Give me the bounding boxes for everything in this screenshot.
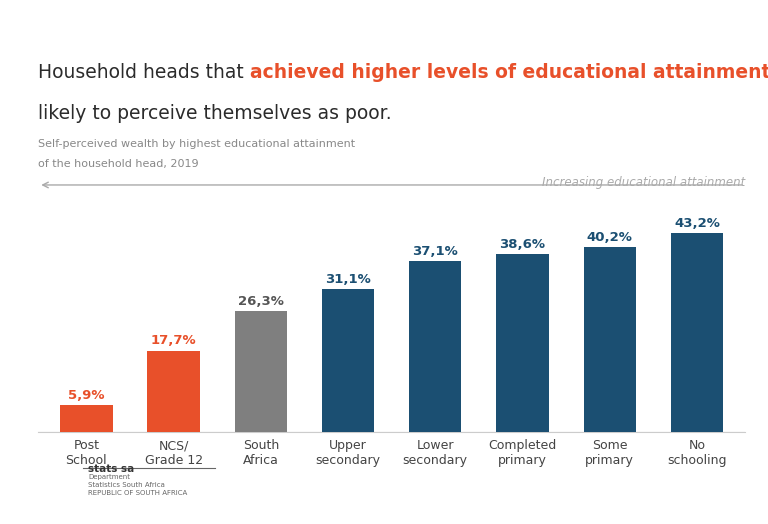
Text: Self-perceived wealth by highest educational attainment: Self-perceived wealth by highest educati… — [38, 139, 356, 149]
Text: 31,1%: 31,1% — [325, 272, 371, 286]
Text: 37,1%: 37,1% — [412, 245, 458, 258]
Bar — [584, 247, 636, 432]
Text: stats sa: stats sa — [88, 464, 134, 474]
Text: 38,6%: 38,6% — [499, 238, 545, 251]
Bar — [670, 233, 723, 432]
Text: 5,9%: 5,9% — [68, 389, 104, 402]
Bar — [496, 254, 548, 432]
Bar — [147, 351, 200, 432]
Text: Household heads that: Household heads that — [38, 63, 250, 82]
Text: of the household head, 2019: of the household head, 2019 — [38, 159, 199, 169]
Text: 43,2%: 43,2% — [674, 217, 720, 230]
Text: Department
Statistics South Africa
REPUBLIC OF SOUTH AFRICA: Department Statistics South Africa REPUB… — [88, 474, 187, 496]
Text: Increasing educational attainment: Increasing educational attainment — [541, 176, 745, 189]
Text: 17,7%: 17,7% — [151, 334, 197, 347]
Bar — [60, 405, 113, 432]
Bar — [409, 261, 462, 432]
Text: likely to perceive themselves as poor.: likely to perceive themselves as poor. — [38, 104, 392, 123]
Text: 26,3%: 26,3% — [238, 295, 283, 308]
Bar — [235, 311, 287, 432]
Text: 40,2%: 40,2% — [587, 231, 633, 244]
Bar — [322, 289, 374, 432]
Text: achieved higher levels of educational attainment: achieved higher levels of educational at… — [250, 63, 768, 82]
